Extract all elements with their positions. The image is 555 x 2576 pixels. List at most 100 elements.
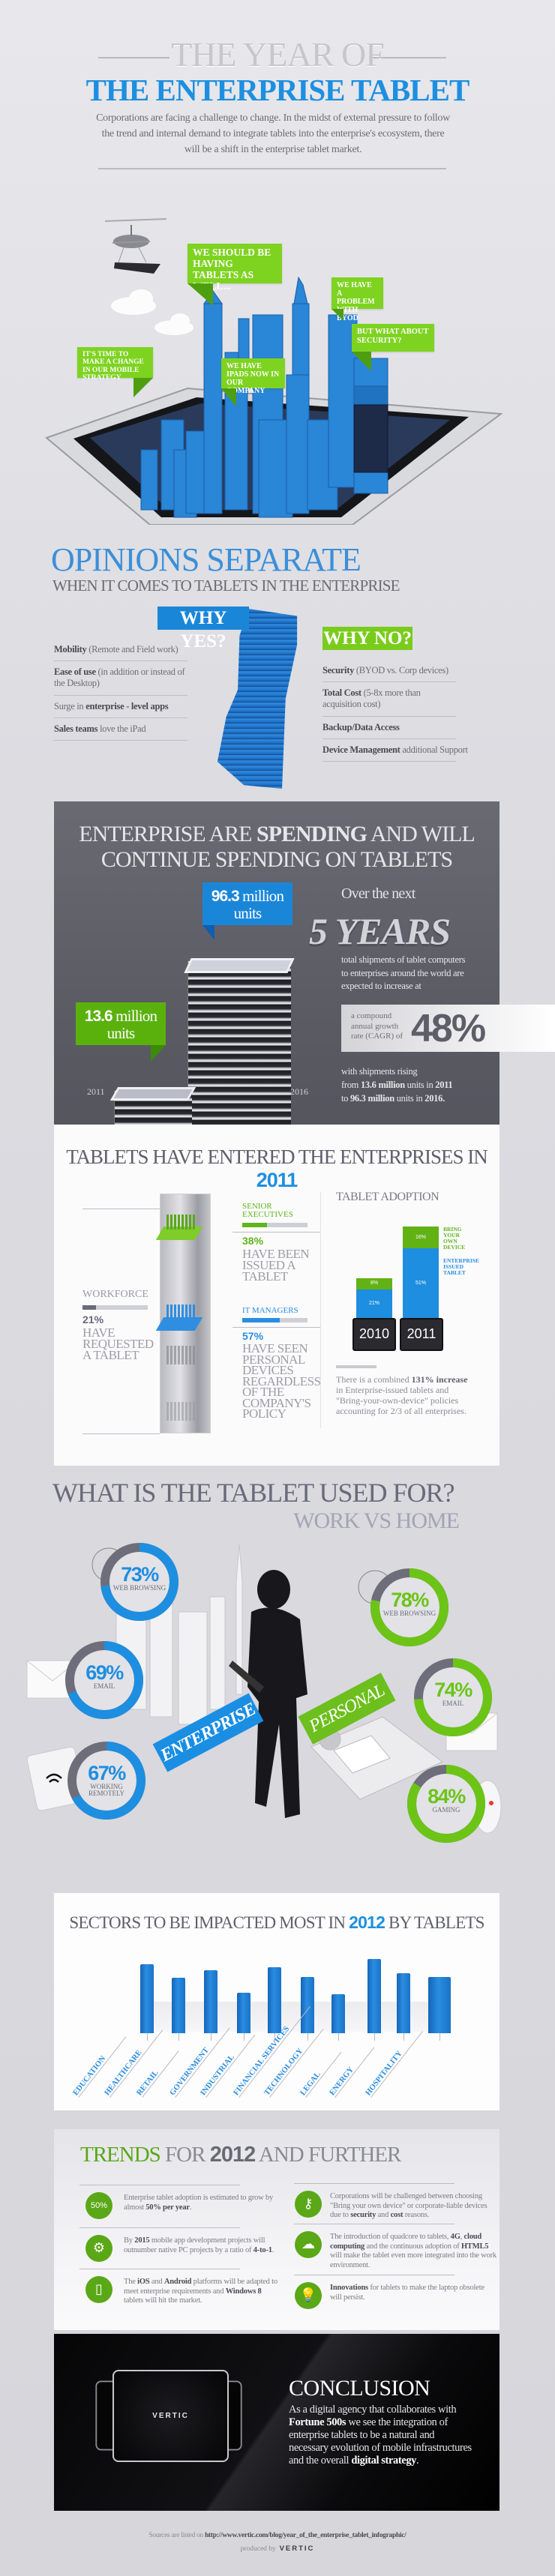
cloud-upload-icon: ☁: [295, 2231, 322, 2258]
donut-percent: 74%: [434, 1679, 472, 1701]
tablet-stack-top: [184, 958, 295, 973]
people-icon: [166, 1304, 196, 1319]
sector-leader-line: [338, 2033, 339, 2041]
donut-caption: EMAIL: [93, 1682, 116, 1690]
divider: [54, 660, 188, 661]
speech-bubble: But what about security?: [352, 324, 434, 371]
section-title: TABLETS HAVE ENTERED THE ENTERPRISES IN …: [66, 1146, 488, 1191]
divider: [80, 2227, 240, 2228]
page-title: THE ENTERPRISE TABLET: [86, 73, 470, 107]
callout-tail: [151, 1045, 166, 1062]
trend-text: Corporations will be challenged between …: [330, 2192, 488, 2219]
shipments-rising: with shipments rising from 13.6 million …: [341, 1066, 453, 1104]
senior-pct: 38%: [242, 1235, 264, 1247]
people-icon: [166, 1346, 196, 1364]
sector-leader-line: [374, 2033, 375, 2041]
donut-arc: [65, 1641, 143, 1719]
why-yes-item: Mobility (Remote and Field work): [54, 644, 178, 654]
section-title: WHAT IS THE TABLET USED FOR?: [52, 1478, 454, 1508]
speech-bubble: It's time to make a change in our mobile…: [77, 347, 153, 397]
year-plate: [400, 1318, 443, 1351]
why-no-item: Backup/Data Access: [322, 722, 400, 732]
spiral-tower-illustration: [217, 609, 298, 789]
adoption-title: TABLET ADOPTION: [336, 1191, 440, 1203]
donut-arc: [100, 1543, 178, 1621]
donut-chart: [407, 1765, 485, 1843]
section-title: OPINIONS SEPARATE: [51, 541, 362, 578]
over-the-next: Over the next: [341, 885, 416, 902]
donut-percent: 69%: [86, 1661, 124, 1684]
speech-bubble: We should be having tablets as well...: [188, 244, 282, 306]
legend-enterprise: ENTERPRISE ISSUED TABLET: [443, 1257, 479, 1276]
divider: [322, 681, 456, 682]
sector-building: [428, 1977, 451, 2033]
sector-building: [140, 1964, 154, 2033]
donut-label: 74% EMAIL: [423, 1679, 483, 1707]
bar-segment: 21%: [356, 1289, 392, 1318]
why-no-item: Security (BYOD vs. Corp devices): [322, 665, 448, 675]
speech-bubble-tail: [221, 388, 236, 406]
key-icon: ⚷: [295, 2191, 322, 2218]
divider: [322, 761, 456, 762]
column-divider: [320, 1192, 321, 1428]
divider: [82, 1433, 160, 1434]
bar-segment: 16%: [403, 1227, 439, 1249]
it-managers-text: HAVE SEEN PERSONAL DEVICES REGARDLESS OF…: [242, 1341, 321, 1421]
cagr-value: 48%: [411, 1007, 486, 1050]
person-silhouette: [229, 1570, 308, 1818]
it-managers-pct: 57%: [242, 1330, 264, 1342]
bar-value-label: 16%: [415, 1234, 426, 1240]
divider: [336, 1365, 376, 1368]
section-title: SECTORS TO BE IMPACTED MOST IN 2012 BY T…: [69, 1913, 484, 1932]
sector-building: [204, 1970, 218, 2033]
why-no-label: WHY NO?: [322, 627, 412, 650]
tablet-stack-top: [110, 1087, 196, 1101]
donut-arc: [68, 1742, 146, 1820]
legend-byod: BRING YOUR OWN DEVICE: [443, 1226, 466, 1251]
why-yes-item: Surge in enterprise - level apps: [54, 701, 169, 711]
speech-bubble-tail: [332, 309, 344, 321]
five-years: 5 YEARS: [309, 910, 451, 952]
trend-text: Innovations for tablets to make the lapt…: [330, 2284, 484, 2302]
trend-text: The iOS and Android platforms will be ad…: [124, 2278, 278, 2305]
sector-building: [237, 1993, 250, 2033]
sources-line: Sources are listed on http://www.vertic.…: [148, 2532, 406, 2539]
sources-link[interactable]: http://www.vertic.com/blog/year_of_the_e…: [205, 2532, 406, 2539]
vertic-logo: VERTIC: [152, 2412, 189, 2420]
callout-tail: [202, 925, 214, 940]
speech-bubble-tail: [134, 378, 153, 397]
donut-caption: WEB BROWSING: [112, 1584, 166, 1592]
helicopter-icon: [104, 218, 167, 274]
intro-text: Corporations are facing a challenge to c…: [96, 112, 450, 155]
divider: [232, 1232, 320, 1233]
divider: [54, 740, 188, 741]
senior-label: SENIOR EXECUTIVES: [242, 1202, 293, 1219]
year-label-2011: 2011: [406, 1326, 436, 1341]
people-icon: [166, 1215, 196, 1230]
spending-headline-line2: CONTINUE SPENDING ON TABLETS: [100, 847, 453, 872]
donut-chart: [100, 1543, 178, 1621]
speech-bubble-text: But what about security?: [357, 328, 429, 345]
year-plate: [352, 1318, 396, 1351]
donut-percent: 84%: [428, 1785, 466, 1808]
divider: [369, 57, 446, 58]
conclusion-text: As a digital agency that collaborates wi…: [289, 2404, 472, 2467]
sector-leader-line: [274, 2033, 275, 2041]
why-no-item: Total Cost (5-8x more than acquisition c…: [322, 687, 421, 709]
divider: [54, 695, 188, 696]
why-yes-item: Sales teams love the iPad: [54, 723, 146, 734]
divider: [232, 1327, 320, 1328]
lightbulb-icon: 💡: [295, 2282, 322, 2309]
donut-caption: EMAIL: [442, 1700, 464, 1707]
sector-building: [397, 1973, 410, 2033]
donut-chart: [65, 1641, 143, 1719]
donut-caption: WEB BROWSING: [382, 1610, 436, 1617]
senior-text: HAVE BEEN ISSUED A TABLET: [242, 1247, 310, 1284]
sector-leader-line: [147, 2033, 148, 2041]
sector-building: [172, 1978, 185, 2033]
trend-text: By 2015 mobile app development projects …: [124, 2236, 274, 2254]
cloud-icon: [111, 289, 194, 335]
section-subtitle: WHEN IT COMES TO TABLETS IN THE ENTERPRI…: [52, 577, 400, 595]
year-start-label: 2011: [87, 1086, 105, 1097]
tablet-stack-2016: [188, 961, 291, 1125]
